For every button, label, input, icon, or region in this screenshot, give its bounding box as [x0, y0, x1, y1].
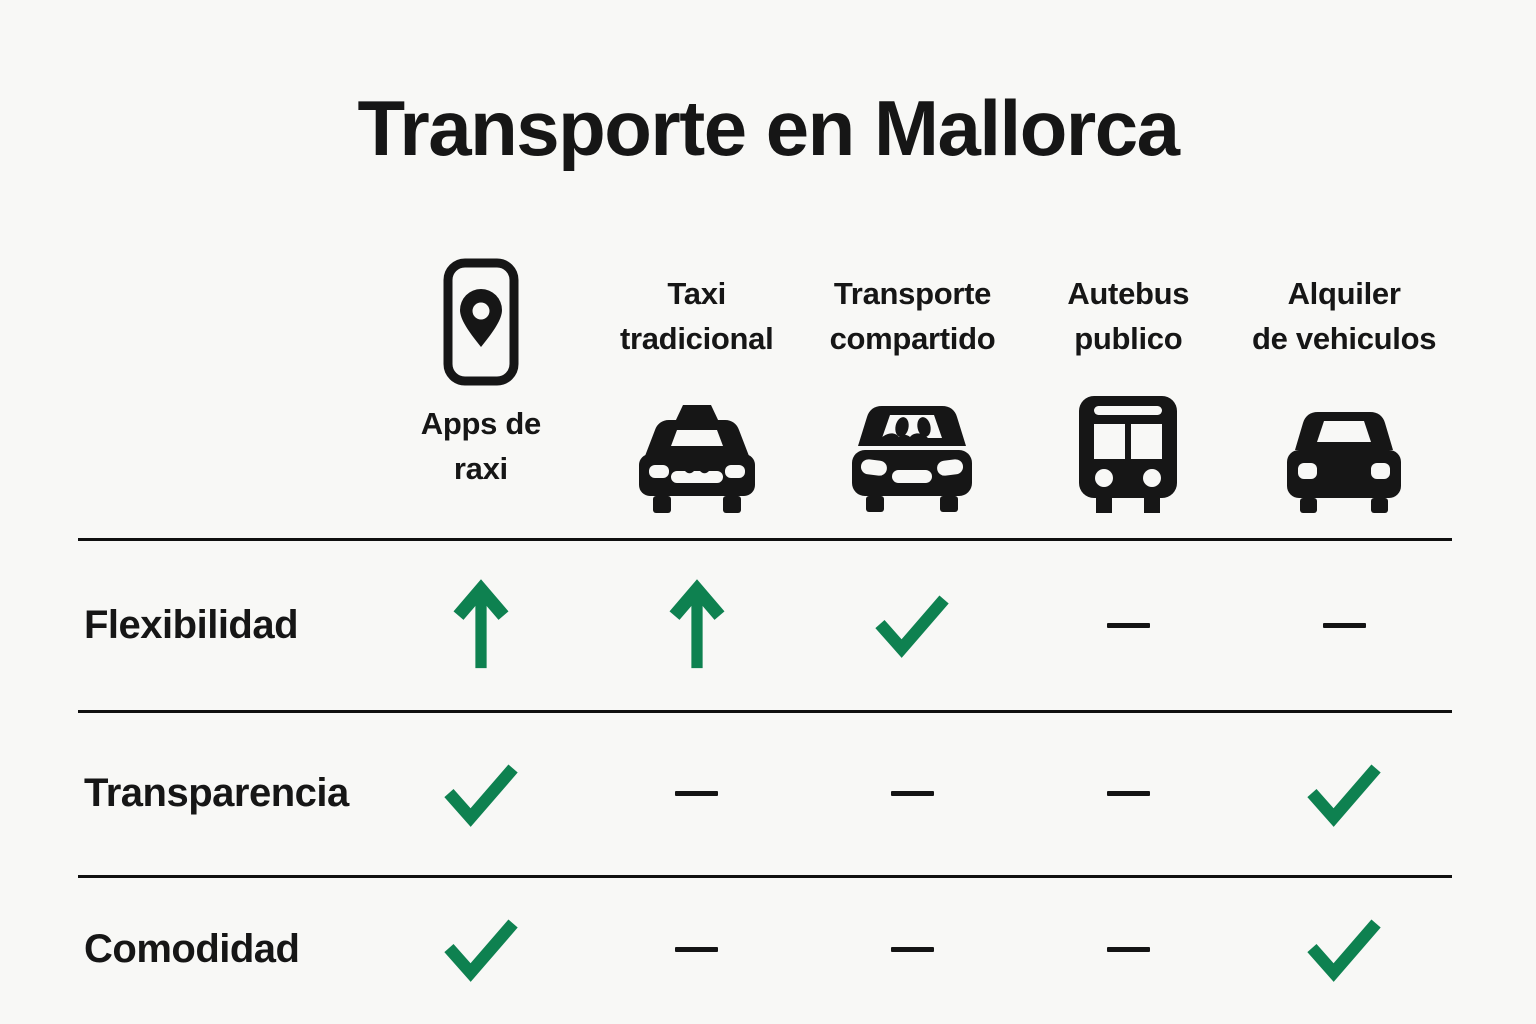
column-header-apps-de-taxi: Apps de raxi: [373, 250, 589, 538]
cell-flexibilidad-compartido: [805, 541, 1021, 710]
row-label: Transparencia: [84, 771, 349, 816]
taxi-icon: [638, 404, 755, 513]
cell-comodidad-autobus: [1020, 878, 1236, 1021]
column-header-label: Apps de raxi: [420, 405, 542, 486]
cell-transparencia-apps: [373, 713, 589, 875]
dash-icon: [675, 791, 719, 797]
check-icon: [1307, 764, 1381, 827]
check-icon: [875, 595, 950, 659]
column-header-label: Alquiler de vehiculos: [1252, 275, 1437, 356]
dash-icon: [1322, 622, 1366, 628]
check-icon: [1307, 919, 1381, 983]
cell-flexibilidad-taxi: [589, 541, 805, 710]
bus-icon: [1079, 395, 1178, 513]
cell-comodidad-taxi: [589, 878, 805, 1021]
dash-icon: [1106, 622, 1150, 628]
comparison-table: Apps de raxi Taxi tradicional Transporte…: [78, 250, 1452, 1021]
dash-icon: [1106, 946, 1150, 952]
table-row-comodidad: Comodidad: [78, 874, 1452, 1021]
row-label: Comodidad: [84, 926, 300, 971]
dash-icon: [890, 791, 934, 797]
page-title: Transporte en Mallorca: [357, 84, 1180, 172]
cell-transparencia-compartido: [805, 713, 1021, 875]
column-header-alquiler-de-vehiculos: Alquiler de vehiculos: [1236, 250, 1452, 538]
cell-transparencia-taxi: [589, 713, 805, 875]
carpool-car-icon: [852, 405, 973, 512]
cell-flexibilidad-apps: [373, 541, 589, 710]
check-icon: [444, 764, 518, 827]
cell-comodidad-apps: [373, 878, 589, 1021]
check-icon: [444, 919, 518, 983]
phone-location-icon: [443, 258, 519, 386]
cell-comodidad-compartido: [805, 878, 1021, 1021]
cell-flexibilidad-autobus: [1020, 541, 1236, 710]
column-header-label: Autebus publico: [1067, 275, 1190, 356]
column-header-autobus-publico: Autebus publico: [1020, 250, 1236, 538]
rental-car-icon: [1287, 411, 1402, 513]
dash-icon: [1106, 791, 1150, 797]
column-header-label: Transporte compartido: [829, 275, 996, 356]
column-header-taxi-tradicional: Taxi tradicional: [589, 250, 805, 538]
dash-icon: [675, 946, 719, 952]
dash-icon: [890, 946, 934, 952]
row-label: Flexibilidad: [84, 602, 299, 647]
up-arrow-icon: [453, 579, 509, 669]
table-corner-spacer: [78, 250, 373, 538]
cell-transparencia-autobus: [1020, 713, 1236, 875]
cell-comodidad-alquiler: [1236, 878, 1452, 1021]
column-header-label: Taxi tradicional: [619, 275, 774, 356]
table-row-flexibilidad: Flexibilidad: [78, 537, 1452, 710]
table-row-transparencia: Transparencia: [78, 709, 1452, 875]
cell-transparencia-alquiler: [1236, 713, 1452, 875]
up-arrow-icon: [669, 579, 725, 669]
column-header-transporte-compartido: Transporte compartido: [805, 250, 1021, 538]
cell-flexibilidad-alquiler: [1236, 541, 1452, 710]
table-header-row: Apps de raxi Taxi tradicional Transporte…: [78, 250, 1452, 538]
